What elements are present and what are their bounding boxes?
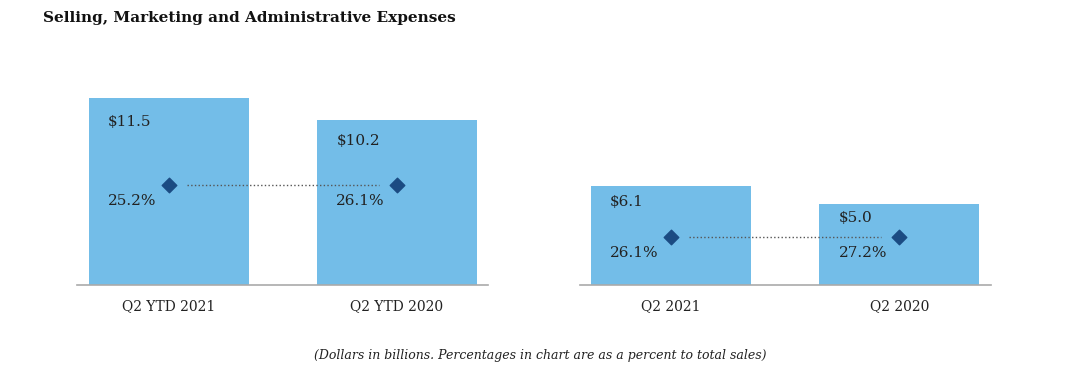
Bar — [820, 204, 980, 285]
Text: 26.1%: 26.1% — [336, 194, 384, 208]
Point — [160, 182, 177, 187]
Point — [389, 182, 406, 187]
Text: (Dollars in billions. Percentages in chart are as a percent to total sales): (Dollars in billions. Percentages in cha… — [314, 349, 766, 362]
Text: 26.1%: 26.1% — [610, 246, 659, 259]
Text: 25.2%: 25.2% — [108, 194, 157, 208]
Bar — [318, 120, 477, 285]
Text: 27.2%: 27.2% — [838, 246, 887, 259]
Text: $11.5: $11.5 — [108, 115, 151, 129]
Text: Selling, Marketing and Administrative Expenses: Selling, Marketing and Administrative Ex… — [43, 11, 456, 25]
Bar — [89, 98, 248, 285]
Text: $10.2: $10.2 — [336, 134, 380, 149]
Bar — [591, 186, 751, 285]
Text: $6.1: $6.1 — [610, 195, 644, 209]
Point — [662, 234, 679, 240]
Text: $5.0: $5.0 — [838, 212, 873, 225]
Point — [891, 234, 908, 240]
